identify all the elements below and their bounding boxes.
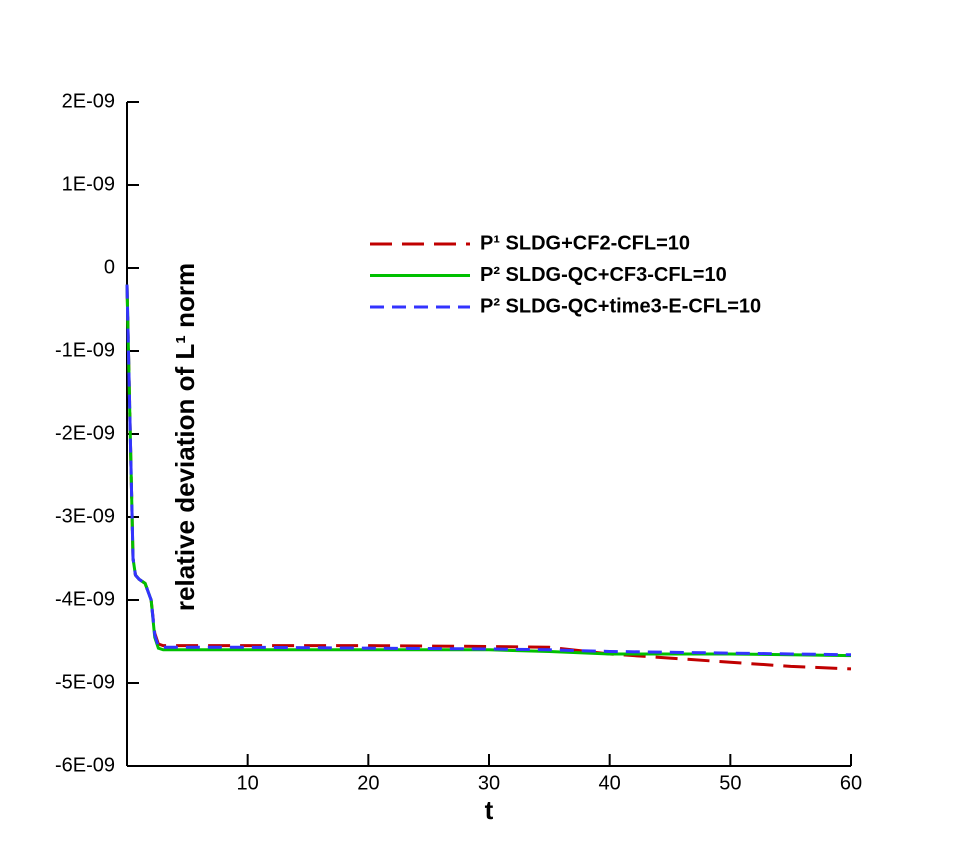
series-line bbox=[125, 284, 852, 658]
y-tick-label: -3E-09 bbox=[55, 505, 115, 527]
x-tick-label: 60 bbox=[840, 772, 862, 794]
x-tick-label: 30 bbox=[478, 772, 500, 794]
y-tick-label: -4E-09 bbox=[55, 588, 115, 610]
x-tick-label: 40 bbox=[599, 772, 621, 794]
legend-label: P² SLDG-QC+CF3-CFL=10 bbox=[480, 264, 727, 286]
y-tick-label: -1E-09 bbox=[55, 339, 115, 361]
y-tick-label: 2E-09 bbox=[62, 90, 115, 112]
y-tick-label: -6E-09 bbox=[55, 754, 115, 776]
x-tick-label: 20 bbox=[357, 772, 379, 794]
y-tick-label: -5E-09 bbox=[55, 671, 115, 693]
x-axis-title: t bbox=[485, 795, 494, 825]
y-tick-label: 0 bbox=[104, 256, 115, 278]
y-tick-label: 1E-09 bbox=[62, 173, 115, 195]
legend-label: P¹ SLDG+CF2-CFL=10 bbox=[480, 232, 690, 254]
y-axis-title: relative deviation of L¹ norm bbox=[170, 263, 200, 611]
series-line bbox=[125, 284, 852, 657]
y-tick-label: -2E-09 bbox=[55, 422, 115, 444]
series-line bbox=[125, 284, 852, 671]
x-tick-label: 50 bbox=[719, 772, 741, 794]
x-tick-label: 10 bbox=[237, 772, 259, 794]
legend-label: P² SLDG-QC+time3-E-CFL=10 bbox=[480, 295, 761, 317]
